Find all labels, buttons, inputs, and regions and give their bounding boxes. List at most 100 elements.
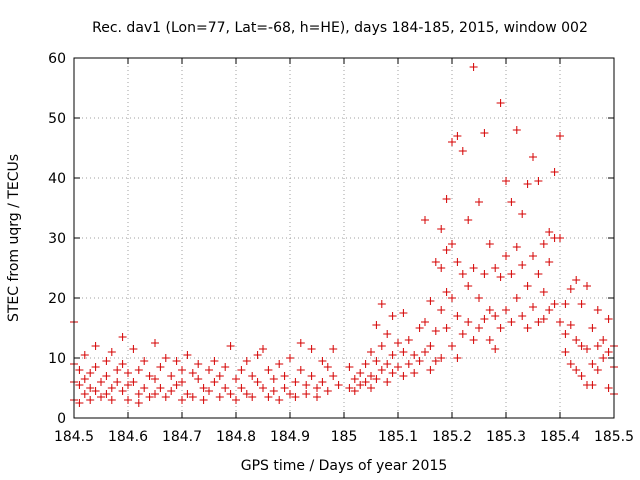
data-point (502, 177, 510, 185)
data-point (485, 240, 494, 248)
y-tick-label: 20 (48, 291, 66, 307)
data-point (442, 324, 451, 332)
data-point (178, 396, 186, 404)
data-point (226, 342, 235, 350)
data-point (280, 372, 289, 380)
data-point (205, 366, 213, 374)
data-point (151, 375, 159, 383)
data-point (566, 285, 575, 293)
data-point (242, 390, 251, 398)
data-point (572, 276, 581, 284)
data-point (275, 360, 284, 368)
data-point (145, 393, 154, 401)
data-point (464, 318, 473, 326)
data-point (129, 378, 138, 386)
data-point (113, 366, 122, 374)
data-point (113, 378, 122, 386)
data-point (372, 357, 381, 365)
data-point (448, 138, 456, 146)
data-point (458, 330, 467, 338)
data-point (313, 384, 321, 392)
data-point (194, 375, 203, 383)
data-point (394, 339, 402, 347)
x-tick-label: 185.5 (594, 429, 634, 445)
data-point (145, 372, 154, 380)
data-point (75, 399, 84, 407)
data-point (323, 387, 332, 395)
data-point (496, 99, 505, 107)
data-point (124, 381, 132, 389)
data-point (399, 348, 408, 356)
data-point (178, 378, 186, 386)
data-point (226, 390, 235, 398)
data-point (248, 372, 257, 380)
data-point (118, 360, 127, 368)
data-point (156, 384, 165, 392)
data-point (172, 357, 181, 365)
data-point (172, 381, 181, 389)
data-point (529, 252, 537, 260)
data-point (307, 372, 316, 380)
y-tick-labels: 0 10 20 30 40 50 60 (48, 51, 66, 427)
data-point (437, 225, 446, 233)
data-point (518, 312, 527, 320)
data-point (453, 132, 462, 140)
data-point (442, 288, 451, 296)
data-point (583, 282, 591, 290)
x-tick-label: 184.9 (270, 429, 310, 445)
data-point (448, 294, 456, 302)
data-point (329, 372, 338, 380)
data-point (199, 384, 208, 392)
data-point (421, 318, 429, 326)
data-point (383, 360, 392, 368)
data-point (372, 321, 381, 329)
data-point (399, 309, 408, 317)
data-point (437, 306, 446, 314)
data-point (151, 339, 159, 347)
data-point (151, 390, 159, 398)
data-point (183, 390, 192, 398)
data-point (561, 348, 570, 356)
data-point (480, 270, 489, 278)
data-point (437, 264, 446, 272)
data-point (232, 396, 240, 404)
data-point (442, 195, 451, 203)
data-point (237, 366, 246, 374)
data-point (556, 234, 564, 242)
data-point (80, 351, 89, 359)
data-point (561, 300, 570, 308)
data-point (426, 342, 435, 350)
data-point (502, 306, 510, 314)
data-point (259, 345, 267, 353)
x-tick-label: 185.4 (540, 429, 580, 445)
data-point (593, 342, 602, 350)
grid-lines (74, 58, 614, 418)
data-point (291, 378, 300, 386)
data-point (599, 336, 608, 344)
data-point (167, 387, 176, 395)
data-point (323, 363, 332, 371)
data-point (161, 393, 170, 401)
data-point (215, 393, 224, 401)
data-point (329, 345, 338, 353)
data-point (604, 315, 613, 323)
data-point (356, 381, 365, 389)
data-point (426, 297, 435, 305)
data-point (496, 324, 505, 332)
data-point (431, 258, 440, 266)
data-point (377, 342, 386, 350)
data-point (367, 348, 375, 356)
data-point (388, 312, 397, 320)
data-point (415, 357, 424, 365)
data-point (259, 384, 267, 392)
data-point (599, 354, 608, 362)
data-point (296, 339, 305, 347)
data-point (253, 351, 262, 359)
data-point (264, 393, 273, 401)
y-tick-label: 40 (48, 171, 66, 187)
data-point (583, 345, 591, 353)
data-point (188, 393, 197, 401)
data-point (178, 366, 186, 374)
data-point (75, 366, 84, 374)
data-point (237, 384, 246, 392)
